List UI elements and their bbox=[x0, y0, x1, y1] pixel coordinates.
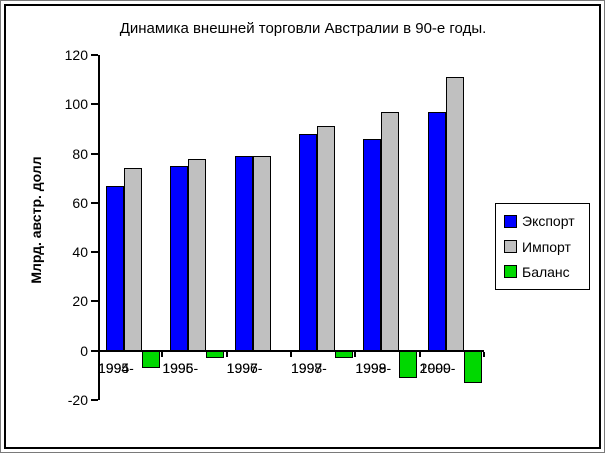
category-label-line2: 2000 bbox=[419, 359, 451, 376]
category-label-line2: 1995 bbox=[98, 359, 130, 376]
y-tick-label: 60 bbox=[72, 194, 88, 211]
y-tick-label: 0 bbox=[80, 342, 88, 359]
bar-import-5 bbox=[445, 77, 464, 351]
y-tick bbox=[91, 201, 98, 204]
plot-area: 120 100 80 60 40 20 0 -20 1994- 1995 1995- 1996 1996… bbox=[65, 47, 485, 408]
y-tick-label: 100 bbox=[64, 96, 88, 113]
bar-balance-5 bbox=[463, 350, 482, 383]
bar-import-1 bbox=[188, 158, 207, 351]
legend-label-balance: Баланс bbox=[522, 263, 570, 280]
legend-item-export: Экспорт bbox=[504, 213, 589, 229]
y-tick bbox=[91, 300, 98, 303]
x-tick bbox=[225, 351, 228, 357]
category-label-line1: 1994- bbox=[98, 359, 134, 376]
legend: Экспорт Импорт Баланс bbox=[495, 203, 590, 290]
y-tick bbox=[91, 399, 98, 401]
y-tick-label: 40 bbox=[72, 244, 88, 261]
bar-balance-0 bbox=[142, 350, 160, 368]
legend-swatch-import bbox=[504, 240, 517, 253]
bar-export-3 bbox=[299, 133, 317, 351]
legend-swatch-balance bbox=[504, 265, 517, 279]
y-tick-label: 20 bbox=[72, 293, 88, 310]
legend-item-import: Импорт bbox=[504, 239, 589, 255]
x-tick bbox=[354, 351, 357, 357]
category-label-line2: 1997 bbox=[226, 359, 258, 376]
y-tick-label: -20 bbox=[67, 392, 88, 408]
bar-import-2 bbox=[252, 156, 271, 351]
category-label-line1: 1996- bbox=[226, 359, 263, 376]
y-tick bbox=[91, 349, 98, 352]
x-tick bbox=[290, 351, 292, 357]
y-tick bbox=[91, 54, 98, 56]
bar-export-0 bbox=[106, 185, 124, 351]
category-label-line1: 1998- bbox=[355, 359, 392, 376]
bar-balance-1 bbox=[206, 350, 225, 359]
category-label-line1: 1999- bbox=[419, 359, 456, 376]
category-label-line2: 1999 bbox=[355, 359, 387, 376]
x-axis-line bbox=[98, 349, 484, 352]
legend-item-balance: Баланс bbox=[504, 264, 589, 280]
legend-label-export: Экспорт bbox=[522, 213, 575, 230]
y-axis-line bbox=[98, 55, 100, 400]
bar-export-4 bbox=[363, 138, 382, 351]
legend-label-import: Импорт bbox=[522, 238, 571, 255]
y-tick-label: 120 bbox=[64, 47, 88, 63]
chart-title: Динамика внешней торговли Австралии в 90… bbox=[119, 20, 487, 37]
bar-export-1 bbox=[170, 165, 189, 351]
bar-import-3 bbox=[317, 126, 335, 351]
bar-export-2 bbox=[234, 156, 253, 351]
x-tick bbox=[161, 351, 164, 357]
y-tick bbox=[91, 152, 98, 155]
category-label-line1: 1997- bbox=[291, 359, 327, 376]
bar-balance-3 bbox=[335, 350, 353, 359]
bar-balance-4 bbox=[399, 350, 418, 378]
x-tick bbox=[483, 351, 485, 357]
x-tick bbox=[418, 351, 421, 357]
legend-swatch-export bbox=[504, 214, 517, 228]
bar-export-5 bbox=[427, 111, 446, 351]
category-label-line1: 1995- bbox=[162, 359, 199, 376]
y-tick bbox=[91, 103, 98, 106]
bar-import-0 bbox=[124, 168, 142, 351]
y-axis-title: Млрд. австр. долл bbox=[28, 156, 44, 284]
category-label-line2: 1998 bbox=[291, 359, 323, 376]
y-tick-label: 80 bbox=[72, 145, 88, 162]
category-label-line2: 1996 bbox=[162, 359, 194, 376]
bar-import-4 bbox=[381, 111, 400, 351]
y-tick bbox=[91, 251, 98, 254]
